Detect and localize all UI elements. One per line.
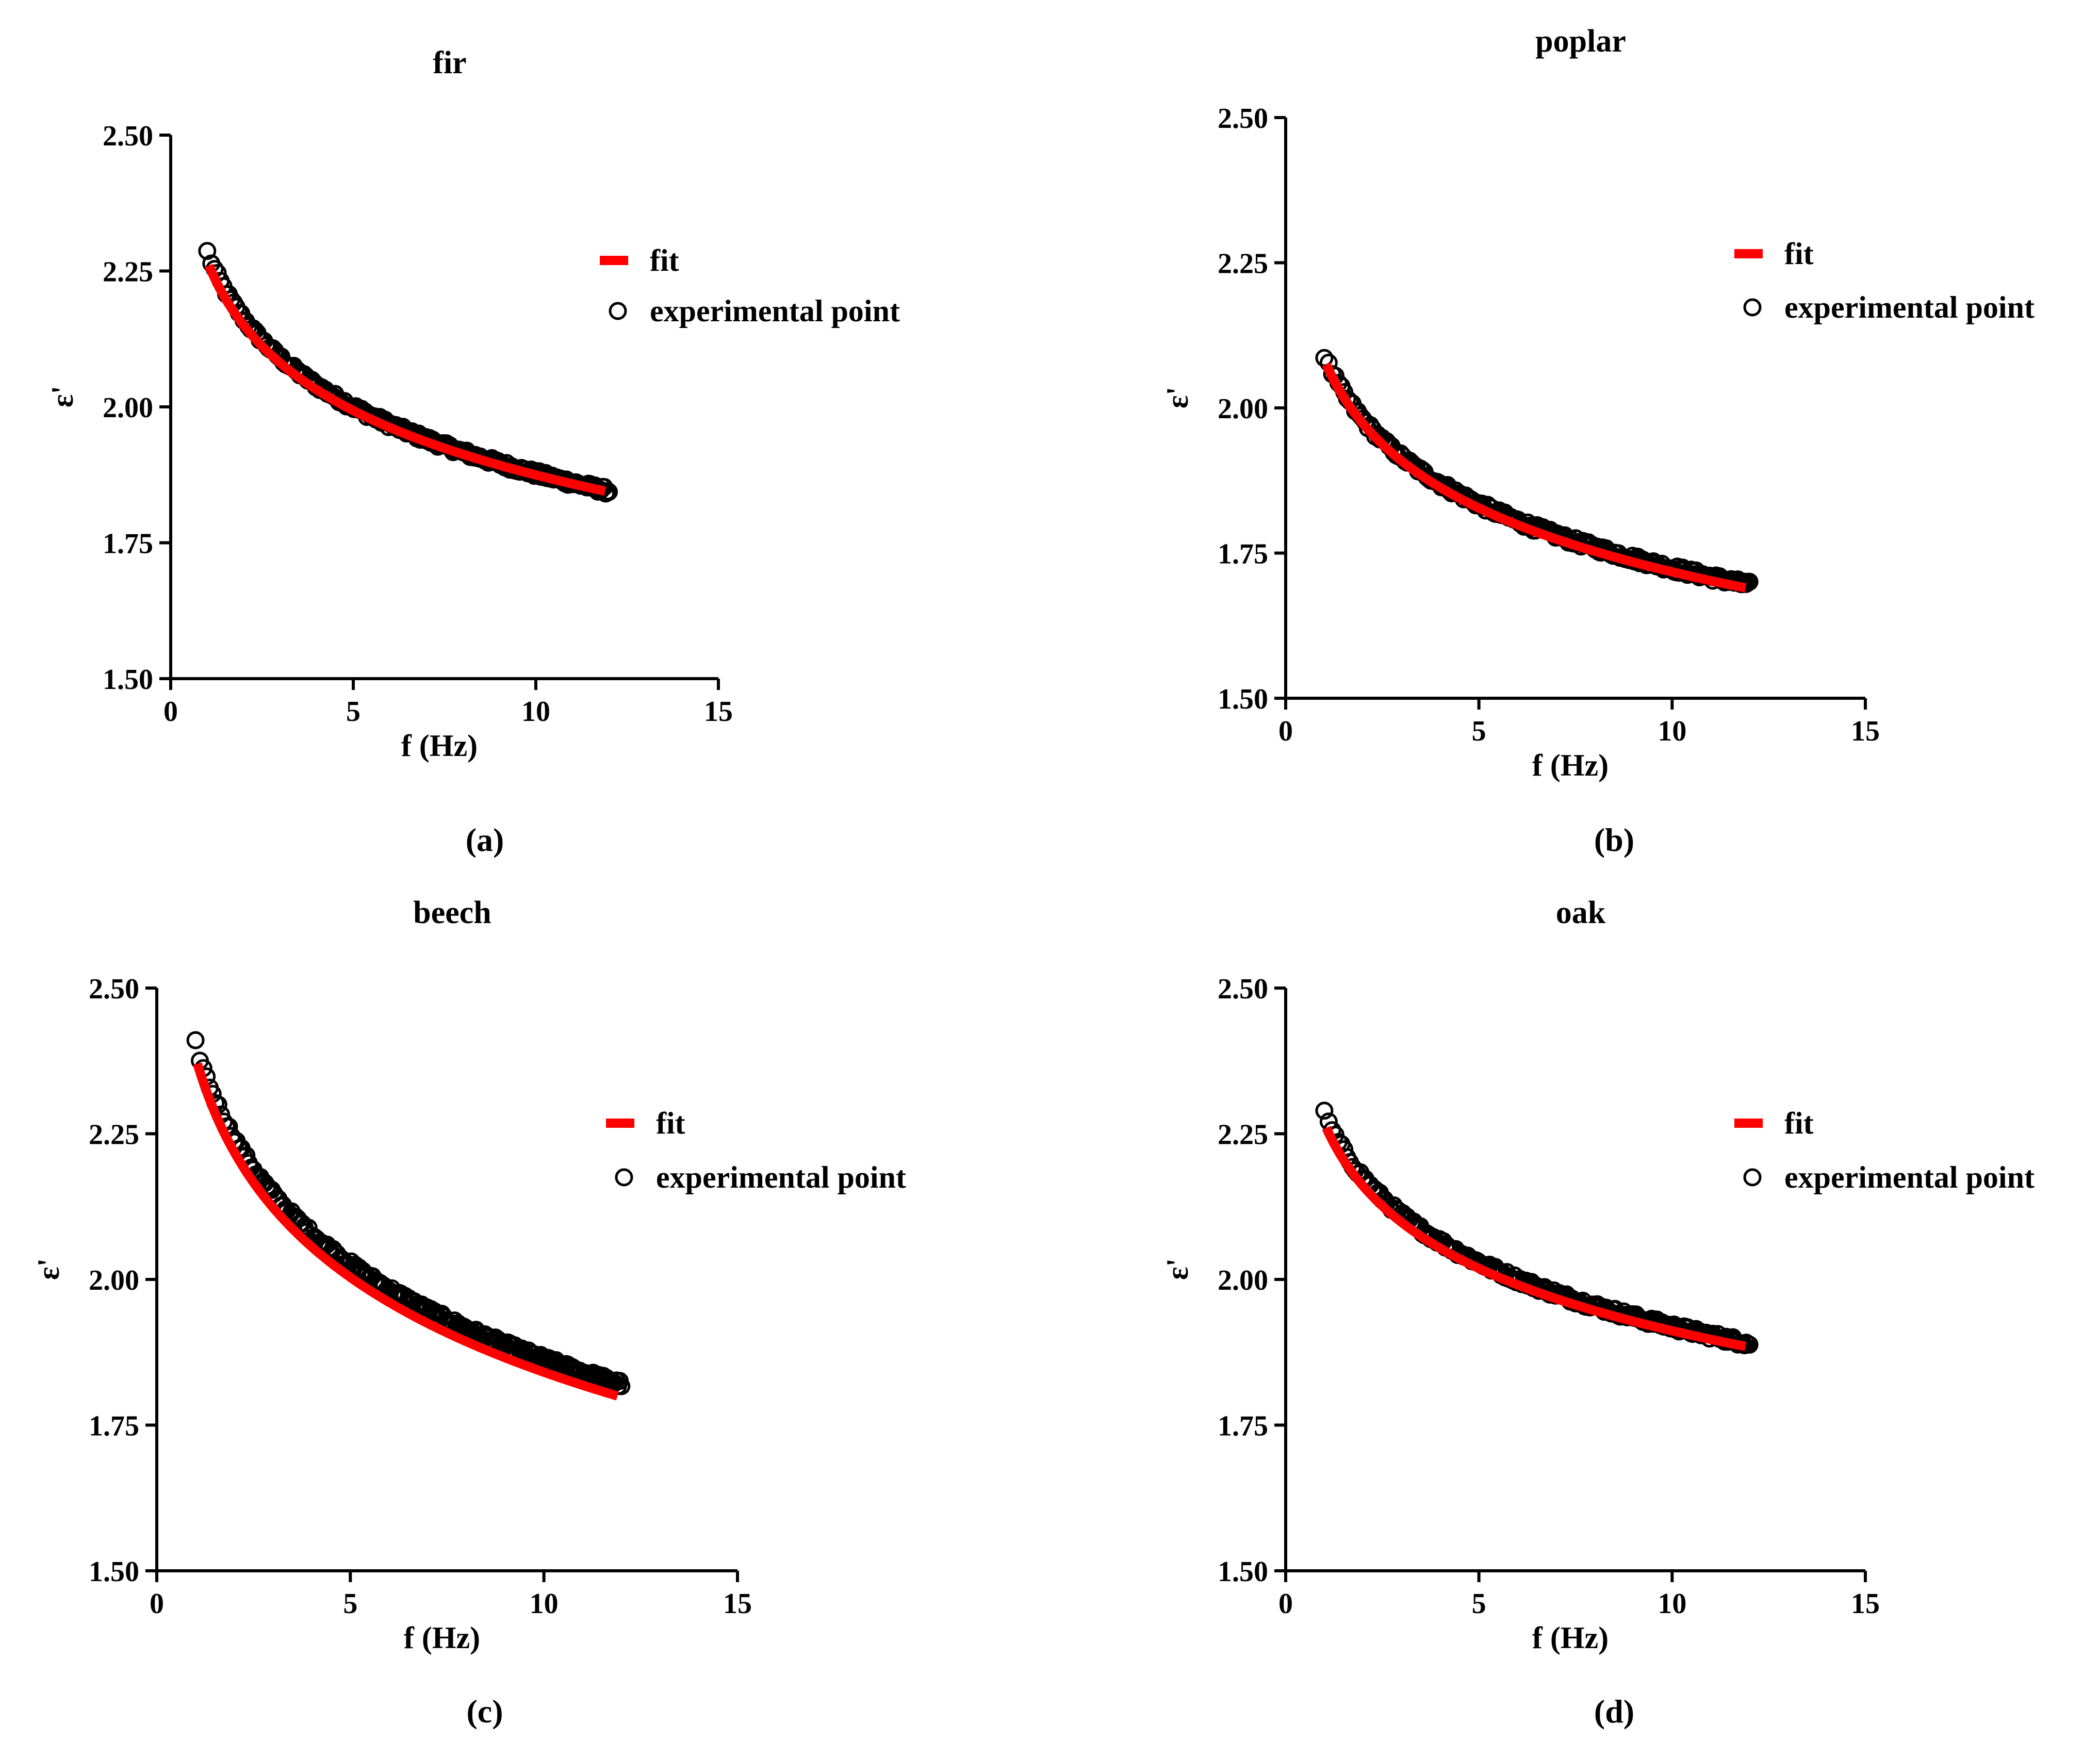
panel-caption: (d) (1594, 1693, 1634, 1730)
y-tick-label: 1.75 (89, 1410, 139, 1442)
experimental-points (1315, 1102, 1759, 1355)
x-axis-label: f (Hz) (404, 1621, 480, 1655)
x-tick-label: 5 (1472, 715, 1486, 747)
legend-point-label: experimental point (1784, 1160, 2035, 1194)
legend-point-swatch (609, 302, 627, 320)
panel-caption: (c) (466, 1693, 503, 1730)
x-axis-label: f (Hz) (1532, 748, 1609, 782)
legend: fit experimental point (1734, 237, 2035, 324)
legend: fit experimental point (606, 1106, 906, 1194)
chart-panel: oak 1.50 1.75 2.00 2.25 2.50 0 5 10 15 f (Hz) ε' fit… (1160, 895, 2035, 1730)
y-tick-label: 1.75 (103, 528, 153, 560)
y-tick-label: 1.50 (89, 1556, 139, 1588)
y-tick-label: 2.25 (89, 1119, 139, 1151)
experimental-point (1740, 572, 1759, 591)
panel-caption: (a) (466, 821, 504, 858)
fit-line (193, 1062, 619, 1401)
x-tick-label: 15 (704, 696, 733, 728)
x-tick-label: 0 (150, 1588, 164, 1620)
x-tick-label: 10 (521, 696, 550, 728)
y-tick-label: 2.50 (89, 973, 139, 1005)
chart-title: fir (433, 45, 466, 80)
y-tick-label: 1.75 (1218, 1410, 1268, 1442)
experimental-point (1315, 1102, 1334, 1120)
legend: fit experimental point (600, 243, 900, 328)
x-tick-label: 5 (346, 696, 360, 728)
chart-title: beech (413, 895, 491, 930)
legend-fit-label: fit (1784, 237, 1814, 271)
legend-point-label: experimental point (656, 1160, 906, 1194)
experimental-point (612, 1377, 631, 1395)
x-axis-label: f (Hz) (1532, 1621, 1609, 1655)
y-tick-label: 2.25 (1218, 1119, 1268, 1151)
experimental-point (198, 242, 217, 260)
x-tick-label: 5 (343, 1588, 357, 1620)
fit-line (1322, 362, 1747, 593)
y-tick-label: 2.00 (89, 1264, 139, 1296)
legend-fit-label: fit (650, 243, 679, 277)
x-tick-label: 0 (1278, 1588, 1293, 1620)
y-axis-label: ε' (45, 386, 79, 407)
legend-point-swatch (615, 1168, 633, 1187)
y-tick-label: 1.75 (1218, 538, 1268, 570)
x-tick-label: 15 (1851, 715, 1880, 747)
experimental-points (198, 242, 618, 503)
y-tick-label: 1.50 (103, 664, 153, 696)
x-axis-label: f (Hz) (401, 729, 478, 763)
x-tick-label: 0 (1278, 715, 1293, 747)
x-tick-label: 15 (723, 1588, 752, 1620)
fit-line (1322, 1126, 1747, 1351)
legend-fit-label: fit (656, 1106, 685, 1140)
y-tick-label: 2.00 (103, 392, 153, 424)
x-tick-label: 15 (1851, 1588, 1880, 1620)
legend: fit experimental point (1734, 1106, 2035, 1194)
x-tick-label: 10 (530, 1588, 559, 1620)
y-tick-label: 2.25 (1218, 248, 1268, 280)
x-tick-label: 10 (1658, 715, 1686, 747)
y-tick-label: 2.50 (1218, 973, 1268, 1005)
experimental-points (1315, 349, 1759, 594)
y-tick-label: 1.50 (1218, 683, 1268, 715)
chart-panel: poplar 1.50 1.75 2.00 2.25 2.50 0 5 10 15 f (Hz) ε'… (1160, 24, 2035, 858)
x-tick-label: 0 (163, 696, 178, 728)
legend-point-swatch (1743, 1168, 1762, 1187)
fit-line (205, 264, 607, 496)
y-tick-label: 2.25 (103, 256, 153, 288)
experimental-point (186, 1031, 205, 1049)
y-tick-label: 2.00 (1218, 1264, 1268, 1296)
x-tick-label: 10 (1658, 1588, 1686, 1620)
panel-caption: (b) (1594, 821, 1634, 858)
legend-point-label: experimental point (1784, 290, 2035, 324)
x-tick-label: 5 (1472, 1588, 1486, 1620)
legend-point-swatch (1743, 298, 1762, 317)
y-axis-label: ε' (1160, 387, 1194, 408)
y-axis-label: ε' (31, 1258, 65, 1280)
y-tick-label: 1.50 (1218, 1556, 1268, 1588)
chart-panel: beech 1.50 1.75 2.00 2.25 2.50 0 5 10 15 f (Hz) ε' f… (31, 895, 906, 1730)
y-tick-label: 2.50 (1218, 103, 1268, 135)
chart-title: oak (1556, 895, 1606, 930)
experimental-points (186, 1031, 631, 1395)
y-axis-label: ε' (1160, 1258, 1194, 1280)
legend-point-label: experimental point (650, 294, 900, 328)
y-tick-label: 2.50 (103, 120, 153, 152)
legend-fit-label: fit (1784, 1106, 1814, 1140)
chart-panel: fir 1.50 1.75 2.00 2.25 2.50 0 5 10 15 f (Hz) ε' fit… (45, 45, 900, 858)
y-tick-label: 2.00 (1218, 393, 1268, 425)
experimental-point (493, 1333, 512, 1352)
chart-title: poplar (1535, 24, 1626, 59)
